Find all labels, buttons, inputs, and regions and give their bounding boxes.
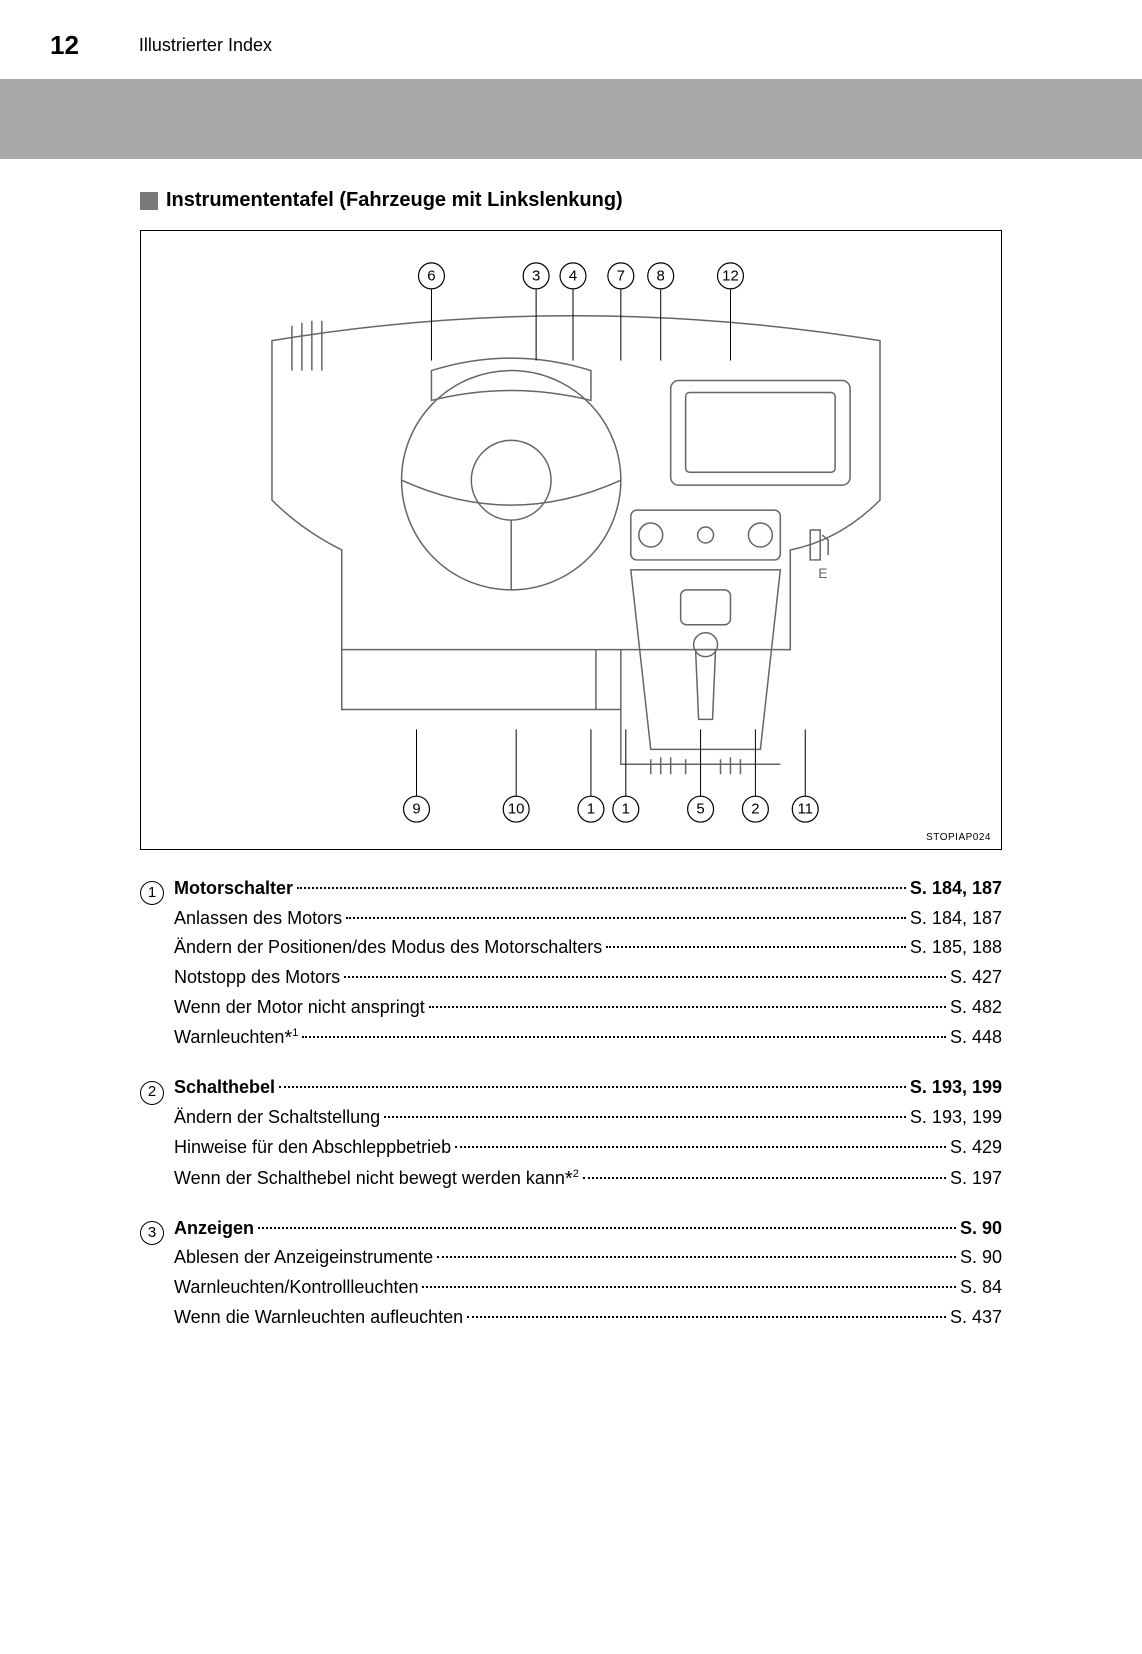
index-group: 3AnzeigenS. 90Ablesen der Anzeigeinstrum… [140,1214,1002,1333]
index-list: 1MotorschalterS. 184, 187Anlassen des Mo… [140,874,1002,1332]
leader-dots [279,1086,906,1088]
index-page-ref: S. 448 [950,1023,1002,1053]
page-header: 12 Illustrierter Index [0,0,1142,69]
heading-row: Instrumententafel (Fahrzeuge mit Linksle… [140,189,1002,212]
header-gray-band [0,79,1142,159]
heading-square-icon [140,192,158,210]
index-line: Anlassen des Motors S. 184, 187 [140,904,1002,934]
index-page-ref: S. 185, 188 [910,933,1002,963]
svg-text:E: E [818,565,827,581]
index-page-ref: S. 429 [950,1133,1002,1163]
index-circled-number: 1 [140,881,164,905]
leader-dots [258,1227,956,1229]
index-label: Wenn der Motor nicht anspringt [174,993,425,1023]
index-line: 3 Anzeigen S. 90 [140,1214,1002,1244]
index-page-ref: S. 84 [960,1273,1002,1303]
index-line: Ändern der Positionen/des Modus des Moto… [140,933,1002,963]
callout-number: 11 [797,801,813,818]
index-page-ref: S. 90 [960,1214,1002,1244]
page-number: 12 [50,30,79,61]
index-page-ref: S. 184, 187 [910,874,1002,904]
index-line: Warnleuchten/Kontrollleuchten S. 84 [140,1273,1002,1303]
index-label: Schalthebel [174,1073,275,1103]
leader-dots [455,1146,946,1148]
callout-number: 7 [617,267,625,284]
callout-number: 9 [412,801,420,818]
index-line: Wenn der Motor nicht anspringt S. 482 [140,993,1002,1023]
index-line: 2 Schalthebel S. 193, 199 [140,1073,1002,1103]
leader-dots [302,1036,946,1038]
callout-number: 3 [532,267,540,284]
index-label: Notstopp des Motors [174,963,340,993]
index-page-ref: S. 193, 199 [910,1073,1002,1103]
index-page-ref: S. 90 [960,1243,1002,1273]
footnote-number: 1 [292,1027,298,1039]
heading-text: Instrumententafel (Fahrzeuge mit Linksle… [166,189,623,212]
index-circled-number: 2 [140,1081,164,1105]
index-page-ref: S. 184, 187 [910,904,1002,934]
index-line: Wenn der Schalthebel nicht bewegt werden… [140,1163,1002,1196]
callout-number: 4 [569,267,577,284]
footnote-number: 2 [573,1168,579,1180]
index-group: 2SchalthebelS. 193, 199Ändern der Schalt… [140,1073,1002,1195]
content-area: Instrumententafel (Fahrzeuge mit Linksle… [0,159,1142,1332]
index-page-ref: S. 427 [950,963,1002,993]
index-line: Hinweise für den Abschleppbetrieb S. 429 [140,1133,1002,1163]
dashboard-diagram: E 6347812 910115211 [141,231,1001,849]
index-label: Ablesen der Anzeigeinstrumente [174,1243,433,1273]
callout-number: 6 [427,267,435,284]
leader-dots [429,1006,946,1008]
index-page-ref: S. 437 [950,1303,1002,1333]
footnote-star-icon: * [565,1168,573,1190]
callout-number: 8 [657,267,665,284]
callout-number: 5 [696,801,704,818]
callout-number: 1 [622,801,630,818]
index-page-ref: S. 197 [950,1164,1002,1194]
leader-dots [384,1116,906,1118]
index-label: Anlassen des Motors [174,904,342,934]
section-title: Illustrierter Index [139,35,272,56]
index-label: Ändern der Schaltstellung [174,1103,380,1133]
index-page-ref: S. 193, 199 [910,1103,1002,1133]
index-circled-number: 3 [140,1221,164,1245]
leader-dots [344,976,946,978]
leader-dots [606,946,906,948]
index-label: Wenn der Schalthebel nicht bewegt werden… [174,1163,579,1196]
index-line: Ablesen der Anzeigeinstrumente S. 90 [140,1243,1002,1273]
leader-dots [297,887,906,889]
callout-number: 1 [587,801,595,818]
index-line: 1 Motorschalter S. 184, 187 [140,874,1002,904]
index-line: Ändern der Schaltstellung S. 193, 199 [140,1103,1002,1133]
index-label: Anzeigen [174,1214,254,1244]
index-label: Warnleuchten*1 [174,1022,298,1055]
index-page-ref: S. 482 [950,993,1002,1023]
index-label: Warnleuchten/Kontrollleuchten [174,1273,418,1303]
index-line: Notstopp des Motors S. 427 [140,963,1002,993]
index-label: Ändern der Positionen/des Modus des Moto… [174,933,602,963]
leader-dots [422,1286,955,1288]
index-line: Warnleuchten*1 S. 448 [140,1022,1002,1055]
index-label: Wenn die Warnleuchten aufleuchten [174,1303,463,1333]
leader-dots [467,1316,946,1318]
index-label: Hinweise für den Abschleppbetrieb [174,1133,451,1163]
leader-dots [346,917,906,919]
index-group: 1MotorschalterS. 184, 187Anlassen des Mo… [140,874,1002,1055]
callout-number: 10 [508,801,525,818]
callout-number: 2 [751,801,759,818]
index-line: Wenn die Warnleuchten aufleuchten S. 437 [140,1303,1002,1333]
leader-dots [437,1256,956,1258]
diagram-box: E 6347812 910115211 STOPIAP024 [140,230,1002,850]
diagram-code: STOPIAP024 [926,832,991,843]
leader-dots [583,1177,946,1179]
index-label: Motorschalter [174,874,293,904]
callout-number: 12 [722,267,739,284]
